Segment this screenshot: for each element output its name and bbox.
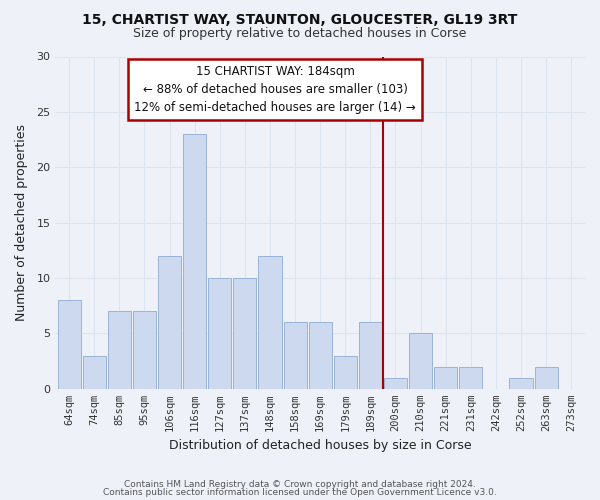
Bar (359, 322, 382, 389)
Bar (434, 366, 457, 389)
Bar (308, 322, 332, 389)
Text: Contains HM Land Registry data © Crown copyright and database right 2024.: Contains HM Land Registry data © Crown c… (124, 480, 476, 489)
Bar (459, 366, 482, 389)
Bar (158, 256, 181, 389)
Bar (509, 378, 533, 389)
Text: 15 CHARTIST WAY: 184sqm
← 88% of detached houses are smaller (103)
12% of semi-d: 15 CHARTIST WAY: 184sqm ← 88% of detache… (134, 66, 416, 114)
Bar (384, 378, 407, 389)
Bar (108, 312, 131, 389)
Y-axis label: Number of detached properties: Number of detached properties (15, 124, 28, 321)
Bar (535, 366, 557, 389)
Bar (259, 256, 281, 389)
Text: 15, CHARTIST WAY, STAUNTON, GLOUCESTER, GL19 3RT: 15, CHARTIST WAY, STAUNTON, GLOUCESTER, … (82, 12, 518, 26)
Bar (58, 300, 80, 389)
X-axis label: Distribution of detached houses by size in Corse: Distribution of detached houses by size … (169, 440, 472, 452)
Bar (409, 334, 432, 389)
Text: Size of property relative to detached houses in Corse: Size of property relative to detached ho… (133, 28, 467, 40)
Bar (284, 322, 307, 389)
Bar (233, 278, 256, 389)
Text: Contains public sector information licensed under the Open Government Licence v3: Contains public sector information licen… (103, 488, 497, 497)
Bar (83, 356, 106, 389)
Bar (334, 356, 357, 389)
Bar (133, 312, 156, 389)
Bar (208, 278, 231, 389)
Bar (183, 134, 206, 389)
